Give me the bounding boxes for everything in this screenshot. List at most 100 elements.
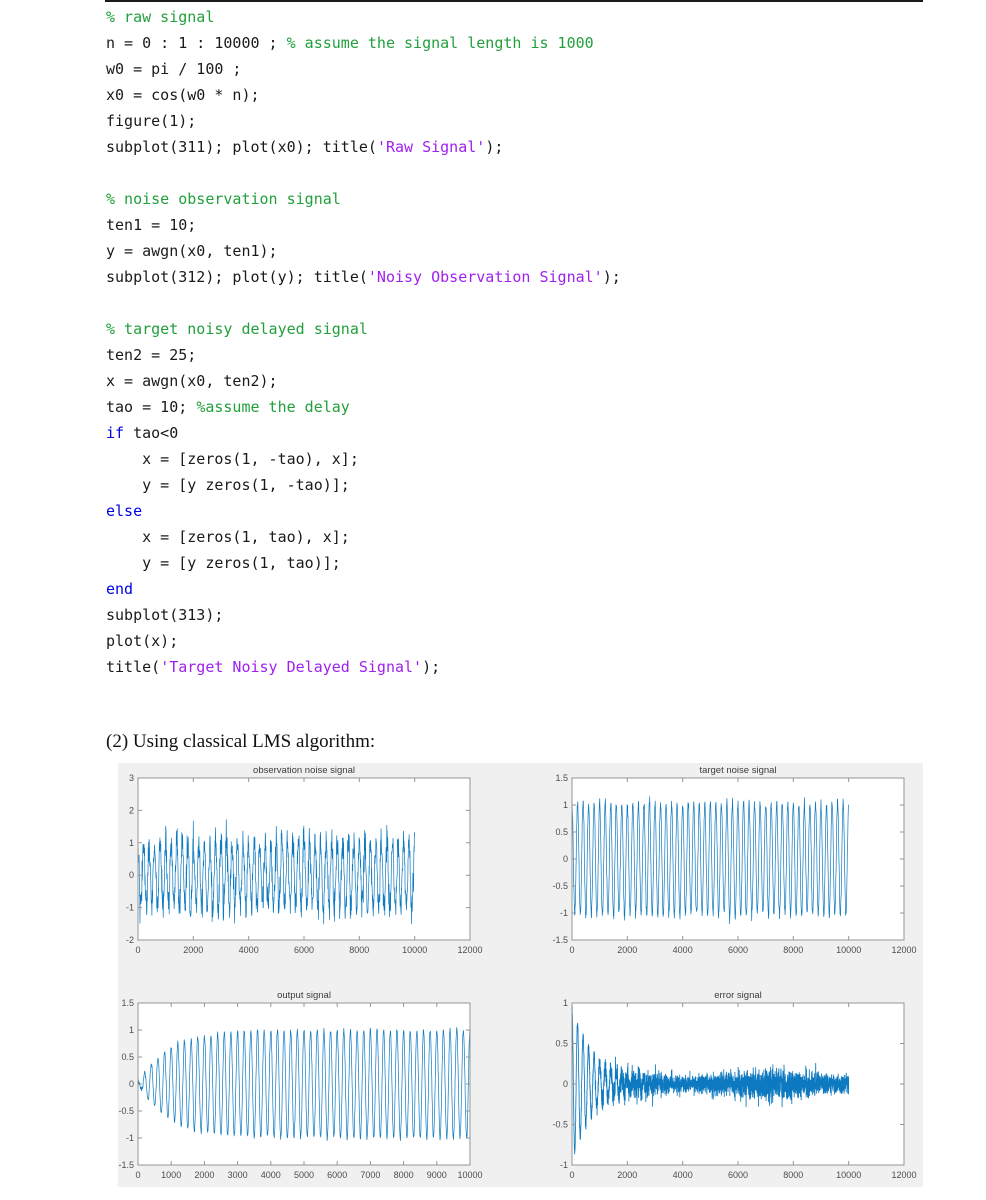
code-line: w0 = pi / 100 ; <box>106 56 966 82</box>
code-segment-plain: title( <box>106 658 161 676</box>
y-tick-label: -2 <box>126 935 134 945</box>
code-line: x = [zeros(1, tao), x]; <box>106 524 966 550</box>
code-segment-plain: y = [y zeros(1, -tao)]; <box>106 476 350 494</box>
axes-box <box>137 777 471 941</box>
code-segment-plain: x = [zeros(1, tao), x]; <box>106 528 350 546</box>
code-segment-keyword: else <box>106 502 143 520</box>
chart-title: target noise signal <box>699 765 776 776</box>
x-tick-label: 9000 <box>427 1170 447 1180</box>
x-tick-label: 2000 <box>194 1170 214 1180</box>
code-segment-plain: tao<0 <box>124 424 179 442</box>
code-segment-plain: ); <box>422 658 441 676</box>
y-tick-label: -0.5 <box>552 881 568 891</box>
code-line: % raw signal <box>106 4 966 30</box>
x-tick-label: 12000 <box>891 1170 916 1180</box>
x-tick-label: 6000 <box>327 1170 347 1180</box>
x-tick-label: 6000 <box>294 945 314 955</box>
x-tick-label: 7000 <box>360 1170 380 1180</box>
x-tick-label: 2000 <box>617 1170 637 1180</box>
chart-svg: 0 2000 4000 6000 8000 10000 12000 -1.5 -1 -0.5 0 0.… <box>552 765 916 955</box>
matlab-figure-panel: 0 2000 4000 6000 8000 10000 12000 -2 -1 0 1 2 3 obser… <box>118 763 923 1187</box>
code-segment-plain: subplot(313); <box>106 606 224 624</box>
code-line: x0 = cos(w0 * n); <box>106 82 966 108</box>
x-tick-label: 5000 <box>294 1170 314 1180</box>
code-block-top-border <box>105 0 923 2</box>
code-segment-string: 'Noisy Observation Signal' <box>367 268 603 286</box>
axes-box <box>571 777 905 941</box>
code-segment-plain: x0 = cos(w0 * n); <box>106 86 260 104</box>
chart-title: observation noise signal <box>253 765 355 776</box>
y-tick-label: -1 <box>126 1133 134 1143</box>
x-tick-label: 6000 <box>728 1170 748 1180</box>
y-tick-label: 1 <box>129 1025 134 1035</box>
waveform-path <box>572 1005 850 1155</box>
subplot-error-signal: 0 2000 4000 6000 8000 10000 12000 -1 -0.5 0 0.5 1 er… <box>552 988 942 1200</box>
x-tick-label: 2000 <box>183 945 203 955</box>
code-line: title('Target Noisy Delayed Signal'); <box>106 654 966 680</box>
axes-box <box>137 1002 471 1166</box>
x-tick-label: 8000 <box>349 945 369 955</box>
code-segment-plain: ); <box>602 268 621 286</box>
x-tick-label: 8000 <box>394 1170 414 1180</box>
axes-background <box>138 1003 470 1165</box>
chart-svg: 0 2000 4000 6000 8000 10000 12000 -2 -1 0 1 2 3 obser… <box>126 765 483 955</box>
y-tick-label: -1 <box>560 1160 568 1170</box>
y-tick-label: 1 <box>563 998 568 1008</box>
x-tick-label: 10000 <box>457 1170 482 1180</box>
code-segment-plain: n = 0 : 1 : 10000 ; <box>106 34 287 52</box>
code-line: y = awgn(x0, ten1); <box>106 238 966 264</box>
y-tick-label: 0.5 <box>555 1039 568 1049</box>
x-tick-label: 8000 <box>783 945 803 955</box>
x-tick-label: 12000 <box>457 945 482 955</box>
code-line: end <box>106 576 966 602</box>
x-tick-label: 10000 <box>836 945 861 955</box>
y-tick-label: 0.5 <box>555 827 568 837</box>
code-line: x = [zeros(1, -tao), x]; <box>106 446 966 472</box>
y-tick-label: 2 <box>129 805 134 815</box>
x-tick-label: 10000 <box>402 945 427 955</box>
code-line: subplot(311); plot(x0); title('Raw Signa… <box>106 134 966 160</box>
y-tick-label: 1.5 <box>121 998 134 1008</box>
code-segment-plain: tao = 10; <box>106 398 197 416</box>
code-segment-plain: subplot(311); plot(x0); title( <box>106 138 377 156</box>
y-tick-label: -1.5 <box>552 935 568 945</box>
code-line <box>106 290 966 316</box>
code-segment-comment: % assume the signal length is 1000 <box>286 34 594 52</box>
x-tick-label: 2000 <box>617 945 637 955</box>
code-line: ten2 = 25; <box>106 342 966 368</box>
waveform-path <box>572 795 849 924</box>
y-tick-label: -1.5 <box>118 1160 134 1170</box>
y-tick-label: 0 <box>563 854 568 864</box>
code-segment-plain: w0 = pi / 100 ; <box>106 60 242 78</box>
code-segment-plain: ten2 = 25; <box>106 346 197 364</box>
code-line: % noise observation signal <box>106 186 966 212</box>
code-line: x = awgn(x0, ten2); <box>106 368 966 394</box>
y-tick-label: -1 <box>126 903 134 913</box>
code-segment-string: 'Raw Signal' <box>376 138 486 156</box>
x-tick-label: 0 <box>135 1170 140 1180</box>
code-segment-plain: figure(1); <box>106 112 197 130</box>
subplot-target-noise-signal: 0 2000 4000 6000 8000 10000 12000 -1.5 -1 -0.5 0 0.… <box>552 763 942 975</box>
x-tick-label: 4000 <box>673 1170 693 1180</box>
x-tick-label: 0 <box>569 945 574 955</box>
code-line: plot(x); <box>106 628 966 654</box>
code-segment-string: 'Target Noisy Delayed Signal' <box>160 658 423 676</box>
chart-title: output signal <box>277 990 331 1001</box>
x-tick-label: 4000 <box>239 945 259 955</box>
axes-box <box>571 1002 905 1166</box>
x-tick-label: 8000 <box>783 1170 803 1180</box>
code-segment-plain: x = [zeros(1, -tao), x]; <box>106 450 359 468</box>
y-tick-label: -1 <box>560 908 568 918</box>
chart-title: error signal <box>714 990 762 1001</box>
code-segment-plain: ten1 = 10; <box>106 216 197 234</box>
x-tick-label: 6000 <box>728 945 748 955</box>
y-tick-label: 1 <box>129 838 134 848</box>
subplot-output-signal: 0 1000 2000 3000 4000 5000 6000 7000 8000 9000 100… <box>118 988 508 1200</box>
code-line: n = 0 : 1 : 10000 ; % assume the signal … <box>106 30 966 56</box>
code-line: tao = 10; %assume the delay <box>106 394 966 420</box>
code-line: y = [y zeros(1, -tao)]; <box>106 472 966 498</box>
code-segment-comment: %assume the delay <box>196 398 350 416</box>
code-segment-plain: x = awgn(x0, ten2); <box>106 372 278 390</box>
code-segment-comment: % noise observation signal <box>106 190 341 208</box>
code-line: if tao<0 <box>106 420 966 446</box>
